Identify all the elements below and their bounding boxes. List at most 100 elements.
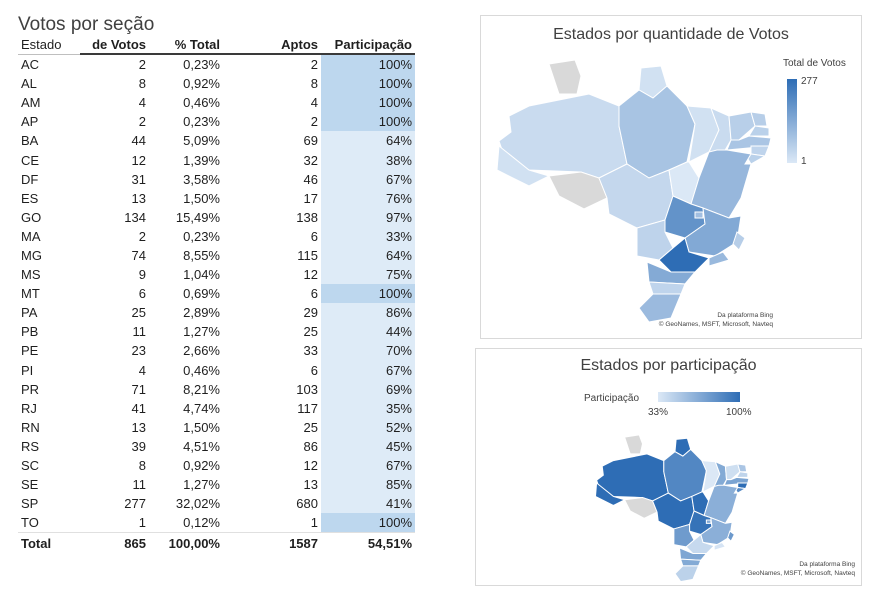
cell-part: 100% (321, 93, 415, 113)
map-state-mt[interactable] (598, 163, 674, 229)
map-state-rj[interactable] (713, 541, 727, 551)
cell-pct: 4,51% (183, 438, 220, 454)
cell-aptos: 117 (297, 400, 318, 416)
table-row: CE 12 1,39% 32 38% (18, 150, 415, 170)
table-row: PE 23 2,66% 33 70% (18, 341, 415, 361)
map-state-ce[interactable] (724, 463, 741, 481)
cell-pct: 1,27% (183, 477, 220, 493)
map-state-es[interactable] (727, 530, 735, 543)
map-state-rs[interactable] (638, 293, 682, 323)
cell-aptos: 86 (303, 438, 318, 454)
header-pct-total[interactable]: % Total (149, 36, 223, 55)
cell-estado: PB (21, 324, 39, 340)
cell-votos: 31 (131, 171, 146, 187)
map-state-mg[interactable] (684, 207, 742, 257)
cell-aptos: 1 (310, 515, 318, 531)
cell-aptos: 32 (303, 152, 318, 168)
table-row: MG 74 8,55% 115 64% (18, 245, 415, 266)
participation-map[interactable] (476, 349, 861, 585)
table-header-row: Estado de Votos % Total Aptos Participaç… (18, 36, 415, 55)
cell-pct: 3,58% (183, 171, 220, 187)
votes-legend-title: Total de Votos (783, 58, 846, 69)
cell-aptos: 33 (303, 343, 318, 359)
map-state-ba[interactable] (703, 484, 739, 524)
header-estado[interactable]: Estado (18, 36, 80, 55)
map-state-ba[interactable] (690, 149, 752, 219)
cell-pct: 15,49% (175, 209, 220, 225)
map-state-df[interactable] (705, 519, 712, 524)
cell-pct: 2,66% (183, 343, 220, 359)
map-state-ac[interactable] (496, 145, 551, 187)
cell-part: 67% (321, 360, 415, 380)
cell-aptos: 25 (303, 324, 318, 340)
map-state-sc[interactable] (679, 558, 702, 567)
votes-map-title: Estados por quantidade de Votos (553, 26, 789, 43)
map-state-es[interactable] (732, 231, 746, 251)
cell-votos: 41 (131, 400, 146, 416)
cell-votos: 1 (138, 515, 146, 531)
map-state-ac[interactable] (594, 482, 626, 506)
cell-votos: 11 (132, 324, 147, 340)
map-state-ce[interactable] (728, 111, 756, 141)
cell-part: 41% (321, 494, 415, 514)
total-votos: 865 (80, 532, 149, 554)
participation-map-panel[interactable]: Estados por participação Participação 33… (475, 348, 862, 586)
votes-legend-gradient (787, 79, 797, 163)
map-state-rn[interactable] (750, 111, 768, 127)
cell-part: 100% (321, 284, 415, 304)
header-aptos[interactable]: Aptos (223, 36, 321, 55)
cell-estado: GO (21, 209, 42, 225)
cell-part: 100% (321, 74, 415, 94)
votes-map-panel[interactable]: Estados por quantidade de Votos Total de… (480, 15, 862, 339)
cell-votos: 12 (131, 152, 146, 168)
cell-part: 64% (321, 245, 415, 266)
map-state-mt[interactable] (651, 492, 695, 530)
map-state-df[interactable] (694, 211, 704, 219)
map-state-mg[interactable] (700, 516, 733, 546)
cell-pct: 4,74% (183, 400, 220, 416)
table-row: PB 11 1,27% 25 44% (18, 322, 415, 342)
cell-part: 100% (321, 513, 415, 533)
cell-estado: BA (21, 133, 39, 149)
map-state-sc[interactable] (648, 281, 686, 295)
map-state-pb[interactable] (748, 125, 770, 137)
cell-estado: SC (21, 458, 40, 474)
map-state-rr[interactable] (548, 59, 582, 95)
cell-aptos: 25 (303, 419, 318, 435)
cell-votos: 44 (131, 133, 146, 149)
cell-votos: 2 (138, 228, 146, 244)
map-state-pa[interactable] (618, 85, 696, 179)
cell-aptos: 680 (296, 496, 318, 512)
cell-votos: 4 (138, 362, 146, 378)
map-state-rs[interactable] (674, 565, 700, 583)
table-row: SE 11 1,27% 13 85% (18, 475, 415, 495)
map-state-pr[interactable] (646, 261, 697, 285)
cell-pct: 0,23% (183, 114, 220, 130)
table-row: TO 1 0,12% 1 100% (18, 513, 415, 533)
header-participacao[interactable]: Participação (321, 36, 415, 55)
page-title: Votos por seção (18, 14, 155, 35)
header-votos[interactable]: de Votos (80, 36, 149, 55)
participation-legend-max: 100% (726, 407, 752, 418)
cell-pct: 0,46% (183, 95, 220, 111)
cell-estado: PE (21, 343, 39, 359)
cell-pct: 1,27% (183, 324, 220, 340)
cell-votos: 71 (131, 381, 146, 397)
map-state-pr[interactable] (678, 547, 708, 561)
cell-votos: 277 (124, 496, 146, 512)
map-state-rn[interactable] (737, 463, 748, 473)
map-state-rj[interactable] (708, 251, 730, 267)
cell-part: 100% (321, 54, 415, 75)
map-state-ro[interactable] (548, 171, 608, 210)
map-state-pa[interactable] (663, 448, 707, 502)
table-row: RN 13 1,50% 25 52% (18, 417, 415, 437)
map-state-pb[interactable] (735, 471, 749, 478)
cell-aptos: 13 (303, 477, 318, 493)
map-state-rr[interactable] (623, 434, 644, 455)
cell-aptos: 6 (310, 362, 318, 378)
votes-map[interactable] (481, 16, 861, 338)
cell-aptos: 29 (303, 305, 318, 321)
table-row: RS 39 4,51% 86 45% (18, 436, 415, 456)
cell-estado: MS (21, 267, 41, 283)
cell-pct: 32,02% (175, 496, 220, 512)
